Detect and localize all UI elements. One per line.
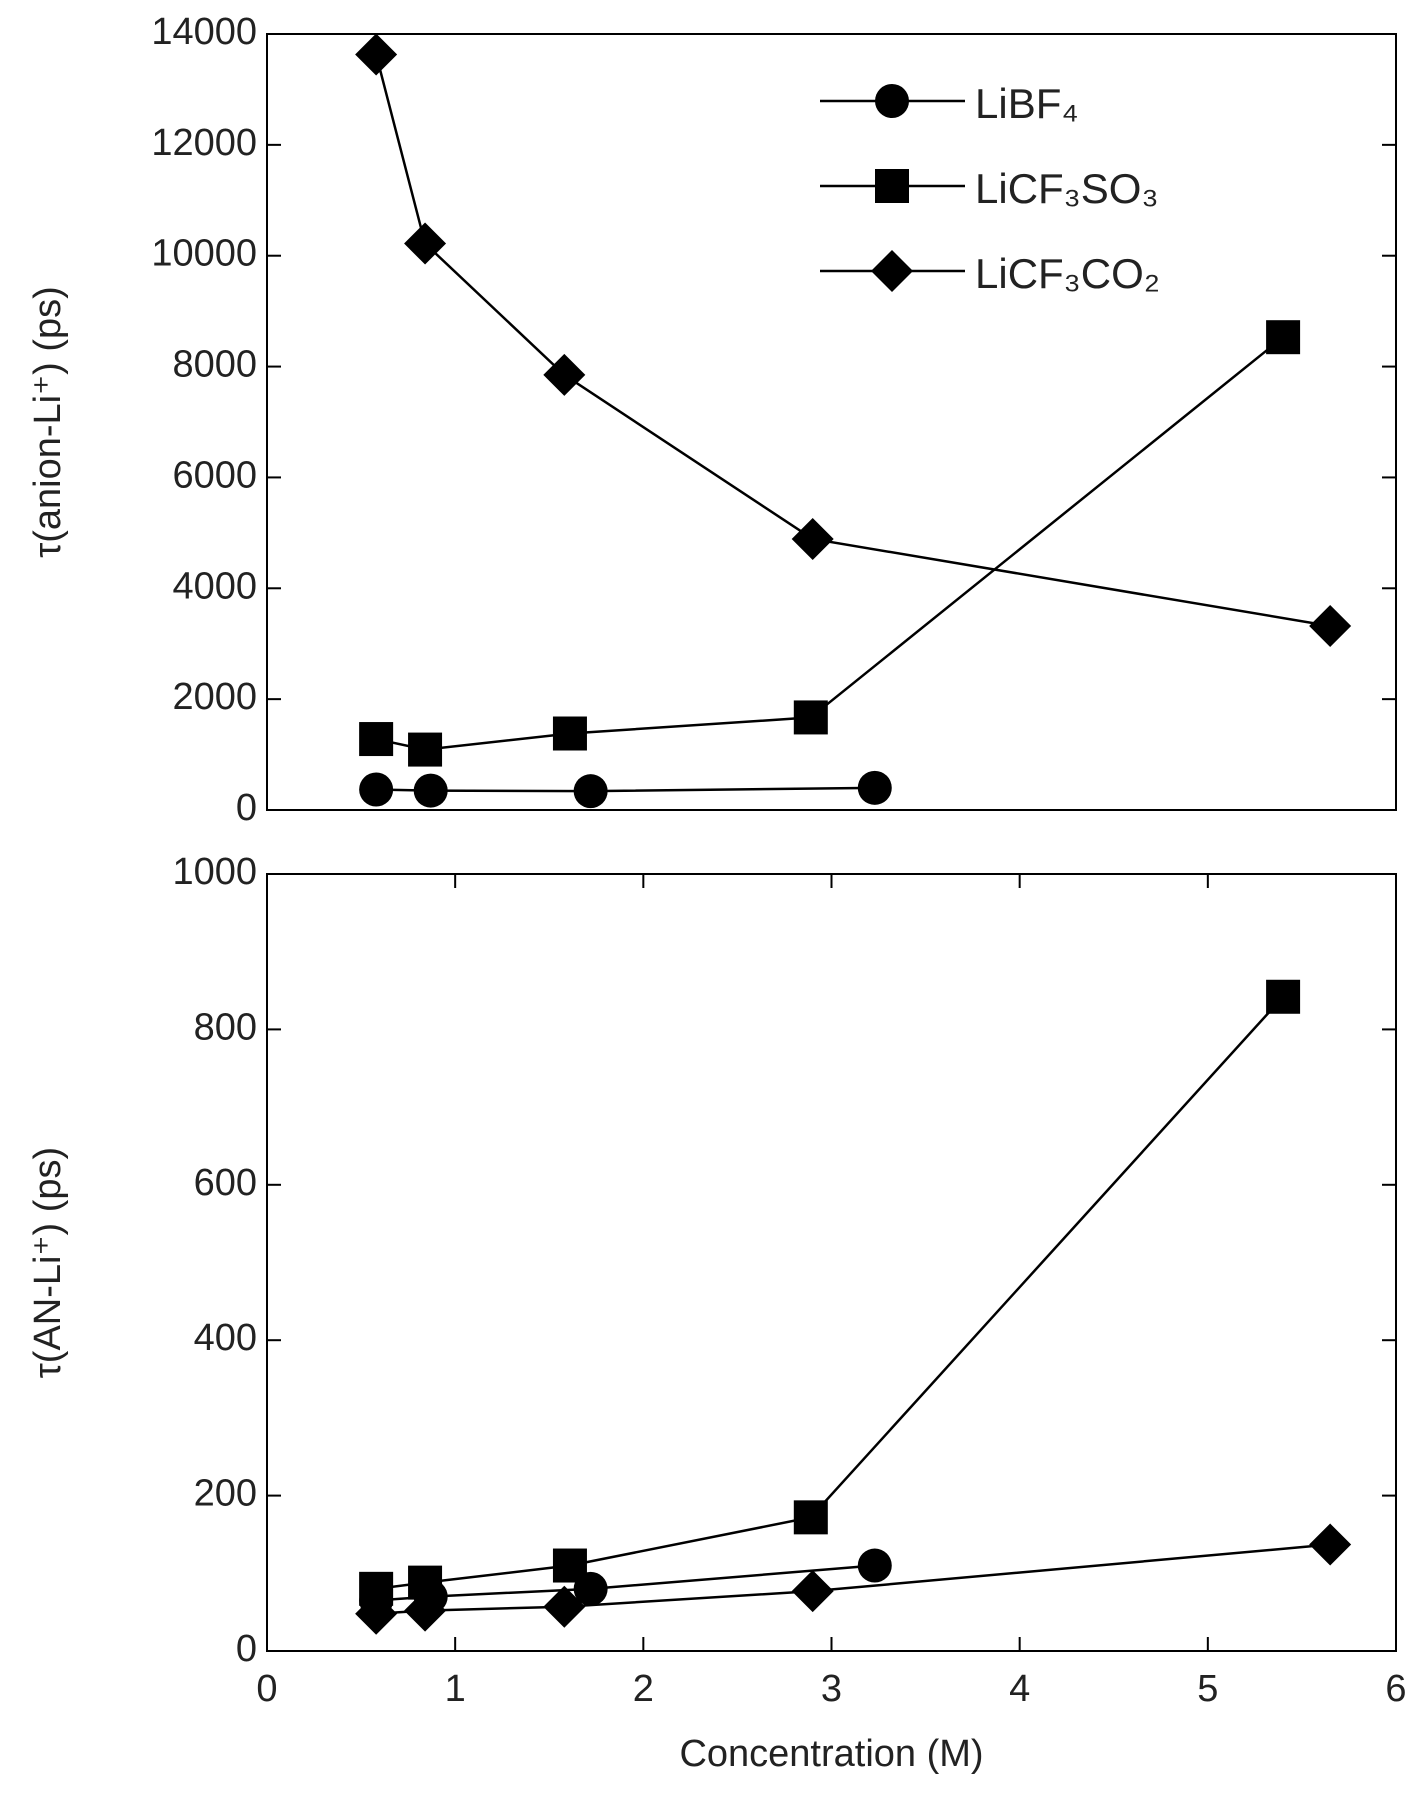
y-tick-label: 2000 [172, 676, 257, 718]
data-point [791, 1570, 834, 1613]
series-line [376, 1543, 1331, 1615]
y-tick-label: 14000 [151, 11, 257, 53]
x-tick-label: 0 [256, 1668, 277, 1710]
x-tick-label: 5 [1197, 1668, 1218, 1710]
data-point [404, 1589, 447, 1632]
data-point [793, 700, 828, 735]
data-point [573, 774, 608, 809]
x-tick-label: 3 [821, 1668, 842, 1710]
data-point [1266, 320, 1301, 355]
legend-marker [875, 84, 909, 118]
series-line [375, 995, 1285, 1591]
data-point [359, 722, 394, 757]
series-line [375, 336, 1284, 751]
data-point [793, 1500, 828, 1535]
data-point [359, 772, 394, 807]
series-line [376, 786, 875, 793]
legend-label: LiCF₃SO₃ [975, 165, 1159, 212]
y-tick-label: 10000 [151, 233, 257, 275]
data-point [791, 517, 834, 560]
data-point [413, 773, 448, 808]
x-tick-label: 1 [445, 1668, 466, 1710]
y-axis-label: τ(anion-Li⁺) (ps) [27, 286, 69, 558]
data-point [543, 1585, 586, 1628]
data-point [857, 770, 892, 805]
y-tick-label: 4000 [172, 565, 257, 607]
data-point [1266, 979, 1301, 1014]
y-tick-label: 600 [194, 1162, 257, 1204]
legend-label: LiCF₃CO₂ [975, 250, 1160, 297]
y-tick-label: 8000 [172, 344, 257, 386]
data-point [552, 1548, 587, 1583]
plot-frame [266, 33, 1397, 811]
data-point [355, 33, 398, 76]
data-point [543, 353, 586, 396]
data-point [1309, 1523, 1352, 1566]
legend-label: LiBF₄ [975, 80, 1079, 127]
y-tick-label: 800 [194, 1006, 257, 1048]
series-line [374, 54, 1331, 628]
x-tick-label: 6 [1385, 1668, 1406, 1710]
y-tick-label: 0 [236, 1628, 257, 1670]
y-tick-label: 1000 [172, 851, 257, 893]
data-point [1309, 604, 1352, 647]
data-point [355, 1592, 398, 1635]
y-tick-label: 400 [194, 1317, 257, 1359]
data-point [404, 222, 447, 265]
plot-frame [266, 873, 1397, 1652]
y-axis-label: τ(AN-Li⁺) (ps) [27, 1147, 69, 1378]
y-tick-label: 6000 [172, 454, 257, 496]
x-tick-label: 2 [633, 1668, 654, 1710]
series-line [376, 1564, 875, 1602]
data-point [857, 1548, 892, 1583]
data-point [552, 716, 587, 751]
legend-marker [871, 250, 913, 292]
legend-marker [875, 169, 909, 203]
x-tick-label: 4 [1009, 1668, 1030, 1710]
y-tick-label: 200 [194, 1473, 257, 1515]
x-axis-label: Concentration (M) [679, 1733, 983, 1775]
y-tick-label: 12000 [151, 122, 257, 164]
data-point [408, 732, 443, 767]
y-tick-label: 0 [236, 787, 257, 829]
